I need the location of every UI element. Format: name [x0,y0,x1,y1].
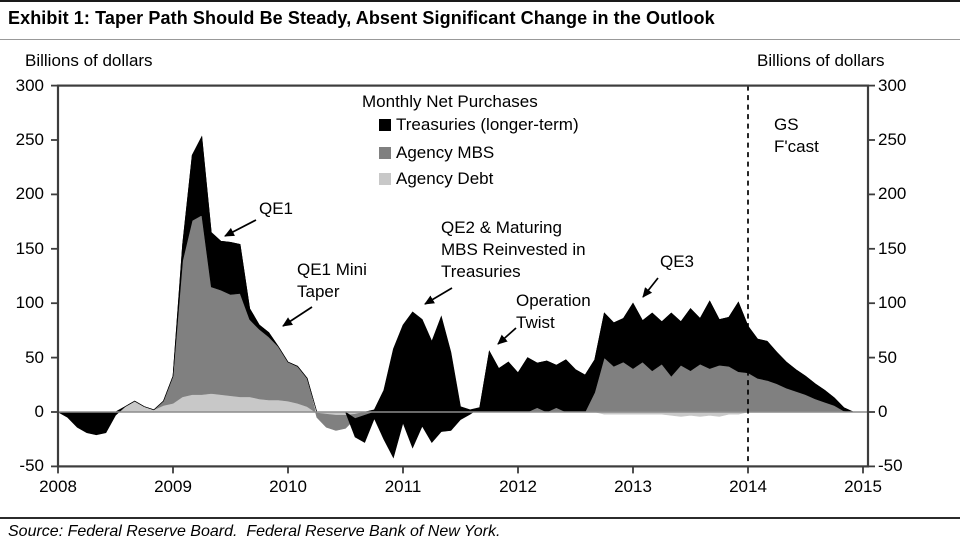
qe1-arrow [224,219,257,237]
legend-item-treasuries: Treasuries (longer-term) [379,115,579,135]
x-axis-label: 2015 [844,477,882,496]
qe2-arrow [424,287,453,305]
y-axis-title-left: Billions of dollars [25,51,153,70]
title-top-rule [0,0,960,2]
y-axis-label-right: 50 [878,347,897,367]
y-axis-label-right: 250 [878,130,907,149]
operation-twist-arrow [497,327,517,345]
annotation-arrows [224,219,659,345]
y-axis-label-left: 250 [15,130,44,149]
y-axis-label-left: 200 [15,184,44,204]
x-axis-label: 2013 [614,477,652,496]
x-axis-label: 2012 [499,477,537,496]
source-divider-rule [0,517,960,519]
treasuries-swatch-icon [379,119,391,131]
annotation-gs-forecast: GS F'cast [774,115,819,156]
qe1-mini-taper-arrow [282,306,313,327]
x-axis-label: 2014 [729,477,767,496]
y-axis-label-right: 150 [878,238,907,258]
legend-label: Agency MBS [396,143,495,162]
y-axis-label-left: 50 [25,347,44,367]
x-axis-label: 2008 [39,477,77,496]
agency-debt-swatch-icon [379,173,391,185]
axis-lines-and-ticks [51,84,875,474]
legend-item-agency-debt: Agency Debt [379,169,493,189]
y-axis-label-left: 100 [15,293,44,313]
y-axis-label-right: 200 [878,184,907,204]
y-axis-label-right: -50 [878,456,903,476]
qe3-arrow [642,277,659,298]
title-bottom-rule [0,39,960,40]
y-axis-label-left: 150 [15,238,44,258]
y-axis-label-right: 0 [878,402,888,421]
y-axis-label-right: 100 [878,293,907,313]
y-axis-title-right: Billions of dollars [757,51,885,70]
source-citation: Source: Federal Reserve Board. Federal R… [8,523,501,540]
y-axis-label-left: -50 [19,456,44,476]
page-title: Exhibit 1: Taper Path Should Be Steady, … [8,8,715,28]
legend-label: Treasuries (longer-term) [396,115,579,134]
agency-mbs-swatch-icon [379,147,391,159]
plot-frame [56,84,870,468]
annotation-qe2: QE2 & Maturing MBS Reinvested in Treasur… [441,218,586,281]
y-axis-label-left: 0 [34,402,44,421]
y-axis-label-right: 300 [878,75,907,95]
x-axis-label: 2011 [384,477,422,496]
x-axis-label: 2010 [269,477,307,496]
annotation-qe1-mini-taper: QE1 Mini Taper [297,260,367,301]
y-axis-label-left: 300 [15,75,44,95]
annotation-operation-twist: Operation Twist [516,291,591,332]
legend-title: Monthly Net Purchases [362,92,538,111]
annotation-qe1: QE1 [259,199,294,218]
annotation-qe3: QE3 [660,252,695,271]
x-axis-label: 2009 [154,477,192,496]
legend-item-agency-mbs: Agency MBS [379,143,494,163]
legend-label: Agency Debt [396,169,494,188]
